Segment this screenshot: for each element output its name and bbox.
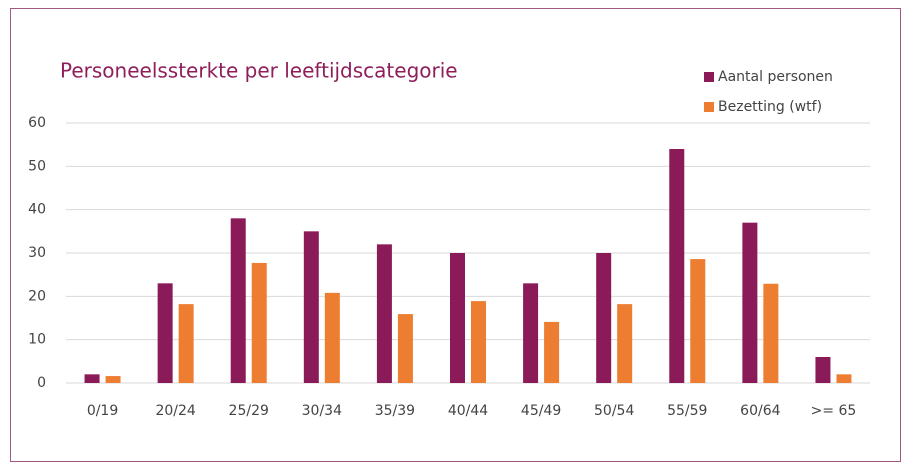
x-tick-label: 45/49	[521, 403, 561, 419]
bar	[669, 149, 685, 383]
y-tick-label: 40	[28, 202, 46, 218]
bar	[157, 283, 173, 383]
y-tick-label: 50	[28, 158, 46, 174]
x-tick-label: 30/34	[302, 403, 342, 419]
bar	[742, 222, 758, 383]
bar	[450, 253, 465, 383]
x-tick-label: 55/59	[667, 403, 707, 419]
bar	[815, 357, 831, 383]
bar	[397, 314, 413, 383]
x-tick-label: >= 65	[811, 403, 857, 419]
bar	[596, 253, 612, 383]
bar	[544, 321, 560, 383]
bar	[303, 231, 319, 383]
bar	[617, 304, 633, 383]
bar	[471, 301, 486, 383]
bar	[105, 376, 121, 383]
x-tick-label: 25/29	[229, 403, 269, 419]
y-tick-label: 30	[28, 245, 46, 261]
bar	[251, 262, 267, 383]
bar	[690, 259, 706, 383]
x-tick-label: 20/24	[155, 403, 195, 419]
x-tick-label: 0/19	[87, 403, 118, 419]
y-tick-label: 60	[28, 115, 46, 131]
bar	[836, 374, 852, 383]
legend-swatch	[704, 72, 714, 82]
y-tick-label: 10	[28, 332, 46, 348]
bar	[324, 292, 340, 383]
legend-label: Aantal personen	[718, 69, 833, 85]
bar	[523, 283, 539, 383]
y-tick-label: 0	[37, 375, 46, 391]
bar	[178, 304, 194, 383]
x-tick-label: 60/64	[740, 403, 780, 419]
bar	[84, 374, 100, 383]
chart-title: Personeelssterkte per leeftijdscategorie	[60, 59, 458, 83]
x-tick-label: 50/54	[594, 403, 634, 419]
bar	[763, 283, 779, 383]
bar	[376, 244, 392, 383]
legend-label: Bezetting (wtf)	[718, 99, 822, 115]
x-tick-label: 40/44	[448, 403, 488, 419]
legend-swatch	[704, 102, 714, 112]
y-tick-label: 20	[28, 288, 46, 304]
x-tick-label: 35/39	[375, 403, 415, 419]
bar	[230, 218, 246, 383]
